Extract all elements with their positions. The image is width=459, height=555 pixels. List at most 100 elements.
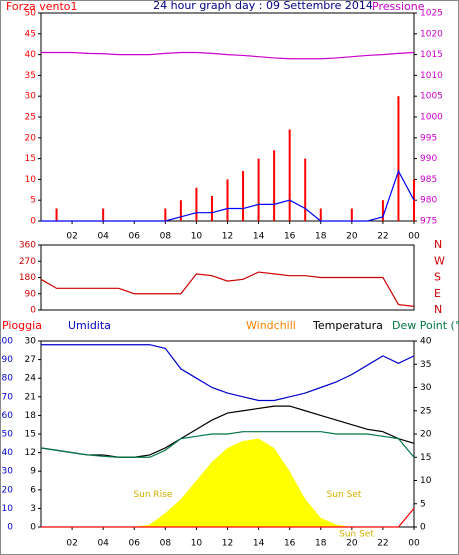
x-tick-label: 00 xyxy=(408,232,420,242)
x-tick-label: 14 xyxy=(253,539,265,549)
y-tick-label: 45 xyxy=(25,29,36,39)
x-tick-label: 04 xyxy=(97,232,109,242)
bar xyxy=(381,200,384,221)
rain-tick-label: 18 xyxy=(25,411,37,421)
direction-label: W xyxy=(434,254,445,267)
y2-tick-label: 990 xyxy=(420,154,437,164)
y2-tick-label: 15 xyxy=(420,453,431,463)
line xyxy=(40,431,415,458)
y2-tick-label: 995 xyxy=(420,133,437,143)
x-tick-label: 12 xyxy=(222,539,233,549)
rain-tick-label: 27 xyxy=(25,355,36,365)
y2-tick-label: 1000 xyxy=(420,113,443,123)
y-tick-label: 90 xyxy=(2,355,14,365)
bar xyxy=(179,200,182,221)
direction-label: N xyxy=(434,238,442,251)
y2-tick-label: 5 xyxy=(420,499,426,509)
y2-tick-label: 35 xyxy=(420,360,431,370)
bar xyxy=(397,96,400,221)
y-tick-label: 360 xyxy=(19,241,36,251)
bar xyxy=(257,158,260,221)
legend-entry: Pioggia xyxy=(2,319,42,332)
x-tick-label: 02 xyxy=(66,232,77,242)
bar xyxy=(164,208,167,221)
annotation: Sun Set xyxy=(327,490,362,500)
bar xyxy=(210,196,213,221)
x-tick-label: 18 xyxy=(315,232,327,242)
rain-tick-label: 24 xyxy=(25,374,37,384)
y-tick-label: 0 xyxy=(30,306,36,316)
rain-tick-label: 0 xyxy=(30,523,36,533)
line xyxy=(40,405,415,458)
y-tick-label: 0 xyxy=(30,217,36,227)
y-tick-label: 80 xyxy=(2,374,14,384)
x-tick-label: 14 xyxy=(253,232,265,242)
bar xyxy=(319,208,322,221)
x-tick-label: 12 xyxy=(222,232,233,242)
line xyxy=(41,51,415,60)
y2-tick-label: 975 xyxy=(420,217,437,227)
y-tick-label: 0 xyxy=(7,523,13,533)
y2-label: Pressione xyxy=(372,0,425,13)
direction-label: S xyxy=(434,271,441,284)
bar xyxy=(288,129,291,221)
bar xyxy=(102,208,105,221)
rain-tick-label: 21 xyxy=(25,392,36,402)
y2-tick-label: 1025 xyxy=(420,9,443,19)
y-tick-label: 40 xyxy=(25,50,37,60)
rain-tick-label: 15 xyxy=(25,430,36,440)
x-tick-label: 06 xyxy=(129,232,141,242)
x-tick-label: 16 xyxy=(284,232,296,242)
y-tick-label: 50 xyxy=(25,9,37,19)
y-tick-label: 50 xyxy=(2,430,14,440)
bar xyxy=(226,179,229,221)
bar xyxy=(195,187,198,221)
y-tick-label: 25 xyxy=(25,113,36,123)
y2-tick-label: 1020 xyxy=(420,29,443,39)
bar xyxy=(304,158,307,221)
bar xyxy=(242,171,245,221)
y2-tick-label: 30 xyxy=(420,383,432,393)
y-tick-label: 270 xyxy=(19,257,36,267)
y-tick-label: 60 xyxy=(2,411,14,421)
area xyxy=(41,438,414,527)
y2-tick-label: 1015 xyxy=(420,50,443,60)
y2-tick-label: 980 xyxy=(420,196,437,206)
x-tick-label: 10 xyxy=(191,232,203,242)
rain-tick-label: 6 xyxy=(30,485,36,495)
annotation: Sun Set xyxy=(339,529,374,539)
x-tick-label: 10 xyxy=(191,539,203,549)
y-tick-label: 10 xyxy=(2,504,14,514)
direction-label: N xyxy=(434,303,442,316)
x-tick-label: 16 xyxy=(284,539,296,549)
y-tick-label: 10 xyxy=(25,175,37,185)
y-tick-label: 20 xyxy=(25,133,37,143)
line xyxy=(40,271,415,307)
chart-subtitle: 24 hour graph day : 09 Settembre 2014 xyxy=(153,0,373,12)
y-tick-label: 40 xyxy=(2,448,14,458)
rain-tick-label: 3 xyxy=(30,504,36,514)
rain-tick-label: 30 xyxy=(25,337,37,347)
legend-entry: Windchill xyxy=(246,319,296,332)
rain-tick-label: 9 xyxy=(30,467,36,477)
legend-entry: Dew Point (°C xyxy=(392,319,459,332)
legend-entry: Temperatura xyxy=(312,319,383,332)
y2-tick-label: 20 xyxy=(420,430,432,440)
x-tick-label: 08 xyxy=(160,539,172,549)
line xyxy=(41,344,415,402)
y2-tick-label: 1005 xyxy=(420,92,443,102)
x-tick-label: 22 xyxy=(377,232,388,242)
x-tick-label: 20 xyxy=(346,232,358,242)
rain-tick-label: 12 xyxy=(25,448,36,458)
y-tick-label: 30 xyxy=(2,467,14,477)
y2-tick-label: 10 xyxy=(420,476,432,486)
x-tick-label: 02 xyxy=(66,539,77,549)
x-tick-label: 00 xyxy=(408,539,420,549)
y2-tick-label: 25 xyxy=(420,406,431,416)
y-tick-label: 30 xyxy=(25,92,37,102)
direction-label: E xyxy=(434,287,441,300)
y-tick-label: 15 xyxy=(25,154,36,164)
x-tick-label: 06 xyxy=(129,539,141,549)
chart-title: Forza vento1 xyxy=(6,0,78,13)
